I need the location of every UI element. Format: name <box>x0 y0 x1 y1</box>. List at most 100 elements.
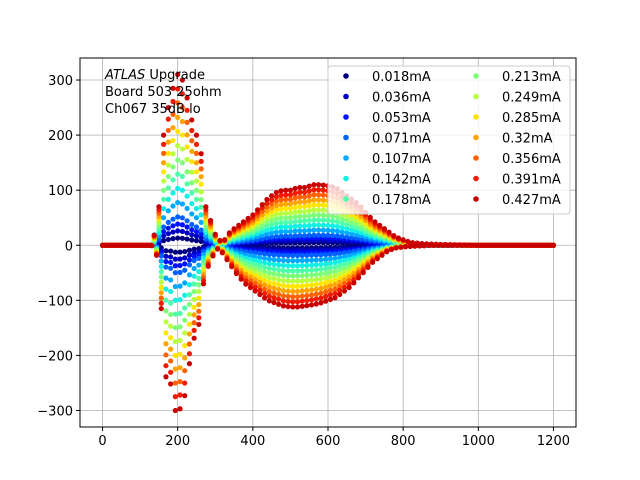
data-point <box>318 281 324 287</box>
data-point <box>170 125 176 131</box>
data-point <box>330 213 336 219</box>
data-point <box>332 295 338 301</box>
data-point <box>264 223 270 229</box>
data-point <box>337 271 343 277</box>
data-point <box>332 290 338 296</box>
data-point <box>269 197 275 203</box>
data-point <box>151 232 157 238</box>
data-point <box>276 257 282 263</box>
data-point <box>316 192 322 198</box>
data-point <box>327 287 333 294</box>
data-point <box>168 358 174 364</box>
data-point <box>177 256 183 262</box>
data-point <box>184 193 190 199</box>
legend-marker <box>473 73 479 79</box>
data-point <box>290 258 296 264</box>
data-point <box>280 272 286 279</box>
data-point <box>318 290 324 296</box>
data-point <box>184 169 190 175</box>
data-point <box>283 233 289 239</box>
data-point <box>283 192 289 198</box>
data-point <box>332 264 338 270</box>
data-point <box>269 209 275 215</box>
data-point <box>297 199 303 205</box>
data-point <box>165 225 171 231</box>
data-point <box>252 284 258 290</box>
data-point <box>168 369 174 375</box>
data-point <box>273 216 279 222</box>
data-point <box>191 327 197 333</box>
data-point <box>285 273 291 279</box>
data-point <box>308 257 315 263</box>
data-point <box>308 292 315 298</box>
data-point <box>186 272 193 278</box>
data-point <box>320 202 326 208</box>
data-point <box>257 275 263 281</box>
data-point <box>276 272 282 278</box>
data-point <box>323 284 329 290</box>
data-point <box>330 228 336 234</box>
data-point <box>297 194 303 200</box>
x-tick-label: 800 <box>391 434 416 449</box>
data-point <box>276 296 282 302</box>
data-point <box>271 295 277 301</box>
data-point <box>327 274 333 280</box>
data-point <box>254 207 261 213</box>
data-point <box>311 222 317 228</box>
data-point <box>175 128 181 134</box>
data-point <box>334 223 340 230</box>
data-point <box>318 261 324 268</box>
data-point <box>318 295 324 301</box>
data-point <box>346 263 352 269</box>
data-point <box>177 297 183 303</box>
data-point <box>339 216 345 222</box>
data-point <box>161 150 167 156</box>
data-point <box>264 208 270 214</box>
data-point <box>175 71 181 78</box>
data-point <box>285 293 291 300</box>
data-point <box>189 127 195 134</box>
data-point <box>283 228 289 235</box>
data-point <box>161 215 167 221</box>
data-point <box>344 234 350 240</box>
data-point <box>229 264 235 270</box>
data-point <box>191 246 197 252</box>
data-point <box>271 276 277 282</box>
data-point <box>283 196 289 202</box>
data-point <box>332 260 338 266</box>
data-point <box>198 174 204 180</box>
data-point <box>290 268 296 274</box>
data-point <box>186 341 193 347</box>
data-point <box>182 248 188 255</box>
data-point <box>184 95 190 101</box>
data-point <box>172 352 178 359</box>
data-point <box>240 219 247 225</box>
data-point <box>280 267 286 274</box>
data-point <box>193 196 200 202</box>
data-point <box>278 188 284 194</box>
data-point <box>257 259 263 265</box>
data-point <box>311 197 317 203</box>
data-point <box>299 293 305 299</box>
data-point <box>165 236 171 243</box>
data-point <box>196 321 202 328</box>
data-point <box>370 259 376 265</box>
data-point <box>261 277 268 283</box>
y-tick-label: −300 <box>37 404 73 419</box>
data-point <box>170 151 176 157</box>
data-point <box>179 228 185 234</box>
data-point <box>175 221 181 227</box>
data-point <box>407 243 413 249</box>
data-point <box>276 291 282 298</box>
annotation-line: Board 503 25ohm <box>105 85 222 100</box>
data-point <box>261 273 268 279</box>
data-point <box>193 238 200 244</box>
data-point <box>377 222 383 228</box>
legend-marker <box>473 114 479 120</box>
data-point <box>186 257 193 263</box>
data-point <box>320 192 326 198</box>
data-point <box>264 235 270 241</box>
data-point <box>304 293 310 299</box>
data-point <box>184 107 190 113</box>
data-point <box>186 351 193 357</box>
